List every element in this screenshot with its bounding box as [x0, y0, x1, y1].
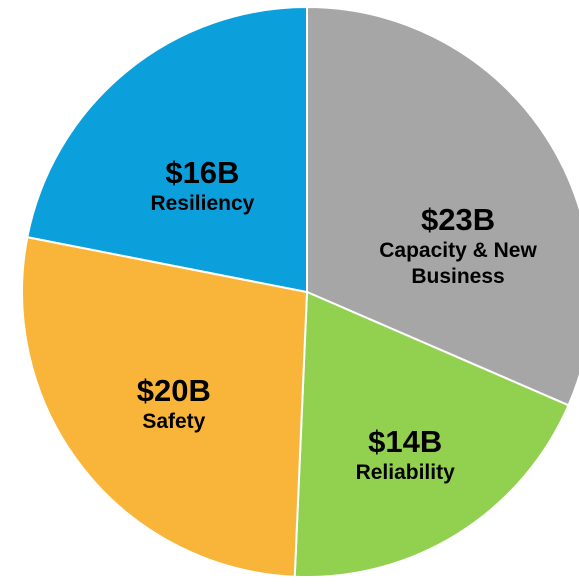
category-label: Resiliency [150, 191, 255, 215]
slice-label: $23B Capacity & New Business [343, 202, 573, 290]
pie-slice [26, 5, 308, 294]
slice-label: $14B Reliability [290, 424, 520, 486]
category-label: Capacity & New Business [379, 238, 537, 288]
category-label: Reliability [355, 460, 455, 484]
pie-slice [306, 5, 579, 407]
value-label: $14B [368, 423, 443, 459]
pie-slice [21, 235, 309, 578]
pie-slice [293, 290, 570, 578]
slice-label: $16B Resiliency [87, 155, 317, 217]
category-label: Safety [142, 409, 206, 433]
value-label: $23B [420, 201, 496, 237]
value-label: $16B [165, 154, 240, 190]
value-label: $20B [136, 372, 211, 408]
slice-label: $20B Safety [59, 373, 289, 435]
